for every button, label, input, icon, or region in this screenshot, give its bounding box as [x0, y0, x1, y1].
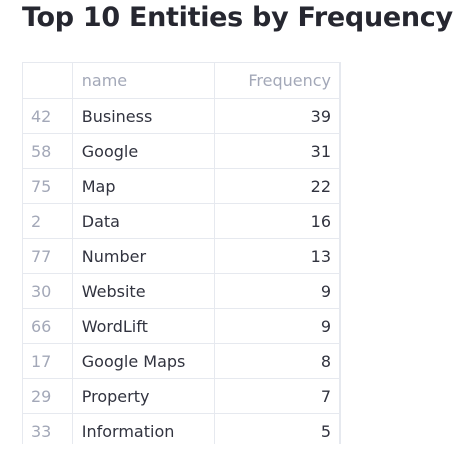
frequency-cell[interactable]: 22 — [214, 168, 340, 204]
name-cell[interactable]: Data — [71, 203, 216, 239]
table-row: 29 Property 7 — [22, 378, 340, 414]
row-index-cell: 33 — [22, 413, 73, 444]
table-row: 66 WordLift 9 — [22, 308, 340, 344]
name-cell[interactable]: Information — [71, 413, 216, 444]
table-header-row: name Frequency — [22, 62, 340, 99]
row-index-cell: 66 — [22, 308, 73, 344]
row-index-cell: 2 — [22, 203, 73, 239]
column-header-frequency[interactable]: Frequency — [214, 62, 340, 99]
column-header-index[interactable] — [22, 62, 73, 99]
frequency-cell[interactable]: 9 — [214, 273, 340, 309]
table-row: 17 Google Maps 8 — [22, 343, 340, 379]
table-row: 42 Business 39 — [22, 98, 340, 134]
table-row: 58 Google 31 — [22, 133, 340, 169]
name-cell[interactable]: Map — [71, 168, 216, 204]
table-row: 30 Website 9 — [22, 273, 340, 309]
table-row: 77 Number 13 — [22, 238, 340, 274]
name-cell[interactable]: Google Maps — [71, 343, 216, 379]
entities-table: name Frequency 42 Business 39 58 Google … — [22, 62, 340, 444]
row-index-cell: 77 — [22, 238, 73, 274]
frequency-cell[interactable]: 13 — [214, 238, 340, 274]
frequency-cell[interactable]: 31 — [214, 133, 340, 169]
frequency-cell[interactable]: 5 — [214, 413, 340, 444]
name-cell[interactable]: Business — [71, 98, 216, 134]
name-cell[interactable]: Number — [71, 238, 216, 274]
page-title: Top 10 Entities by Frequency — [22, 2, 453, 33]
row-index-cell: 17 — [22, 343, 73, 379]
row-index-cell: 75 — [22, 168, 73, 204]
frequency-cell[interactable]: 16 — [214, 203, 340, 239]
frequency-cell[interactable]: 9 — [214, 308, 340, 344]
frequency-cell[interactable]: 8 — [214, 343, 340, 379]
name-cell[interactable]: Property — [71, 378, 216, 414]
dataframe-table-container[interactable]: name Frequency 42 Business 39 58 Google … — [22, 62, 341, 444]
name-cell[interactable]: Website — [71, 273, 216, 309]
row-index-cell: 58 — [22, 133, 73, 169]
name-cell[interactable]: Google — [71, 133, 216, 169]
row-index-cell: 29 — [22, 378, 73, 414]
table-row: 2 Data 16 — [22, 203, 340, 239]
row-index-cell: 42 — [22, 98, 73, 134]
name-cell[interactable]: WordLift — [71, 308, 216, 344]
table-row: 75 Map 22 — [22, 168, 340, 204]
frequency-cell[interactable]: 7 — [214, 378, 340, 414]
table-row: 33 Information 5 — [22, 413, 340, 444]
frequency-cell[interactable]: 39 — [214, 98, 340, 134]
row-index-cell: 30 — [22, 273, 73, 309]
column-header-name[interactable]: name — [71, 62, 216, 99]
